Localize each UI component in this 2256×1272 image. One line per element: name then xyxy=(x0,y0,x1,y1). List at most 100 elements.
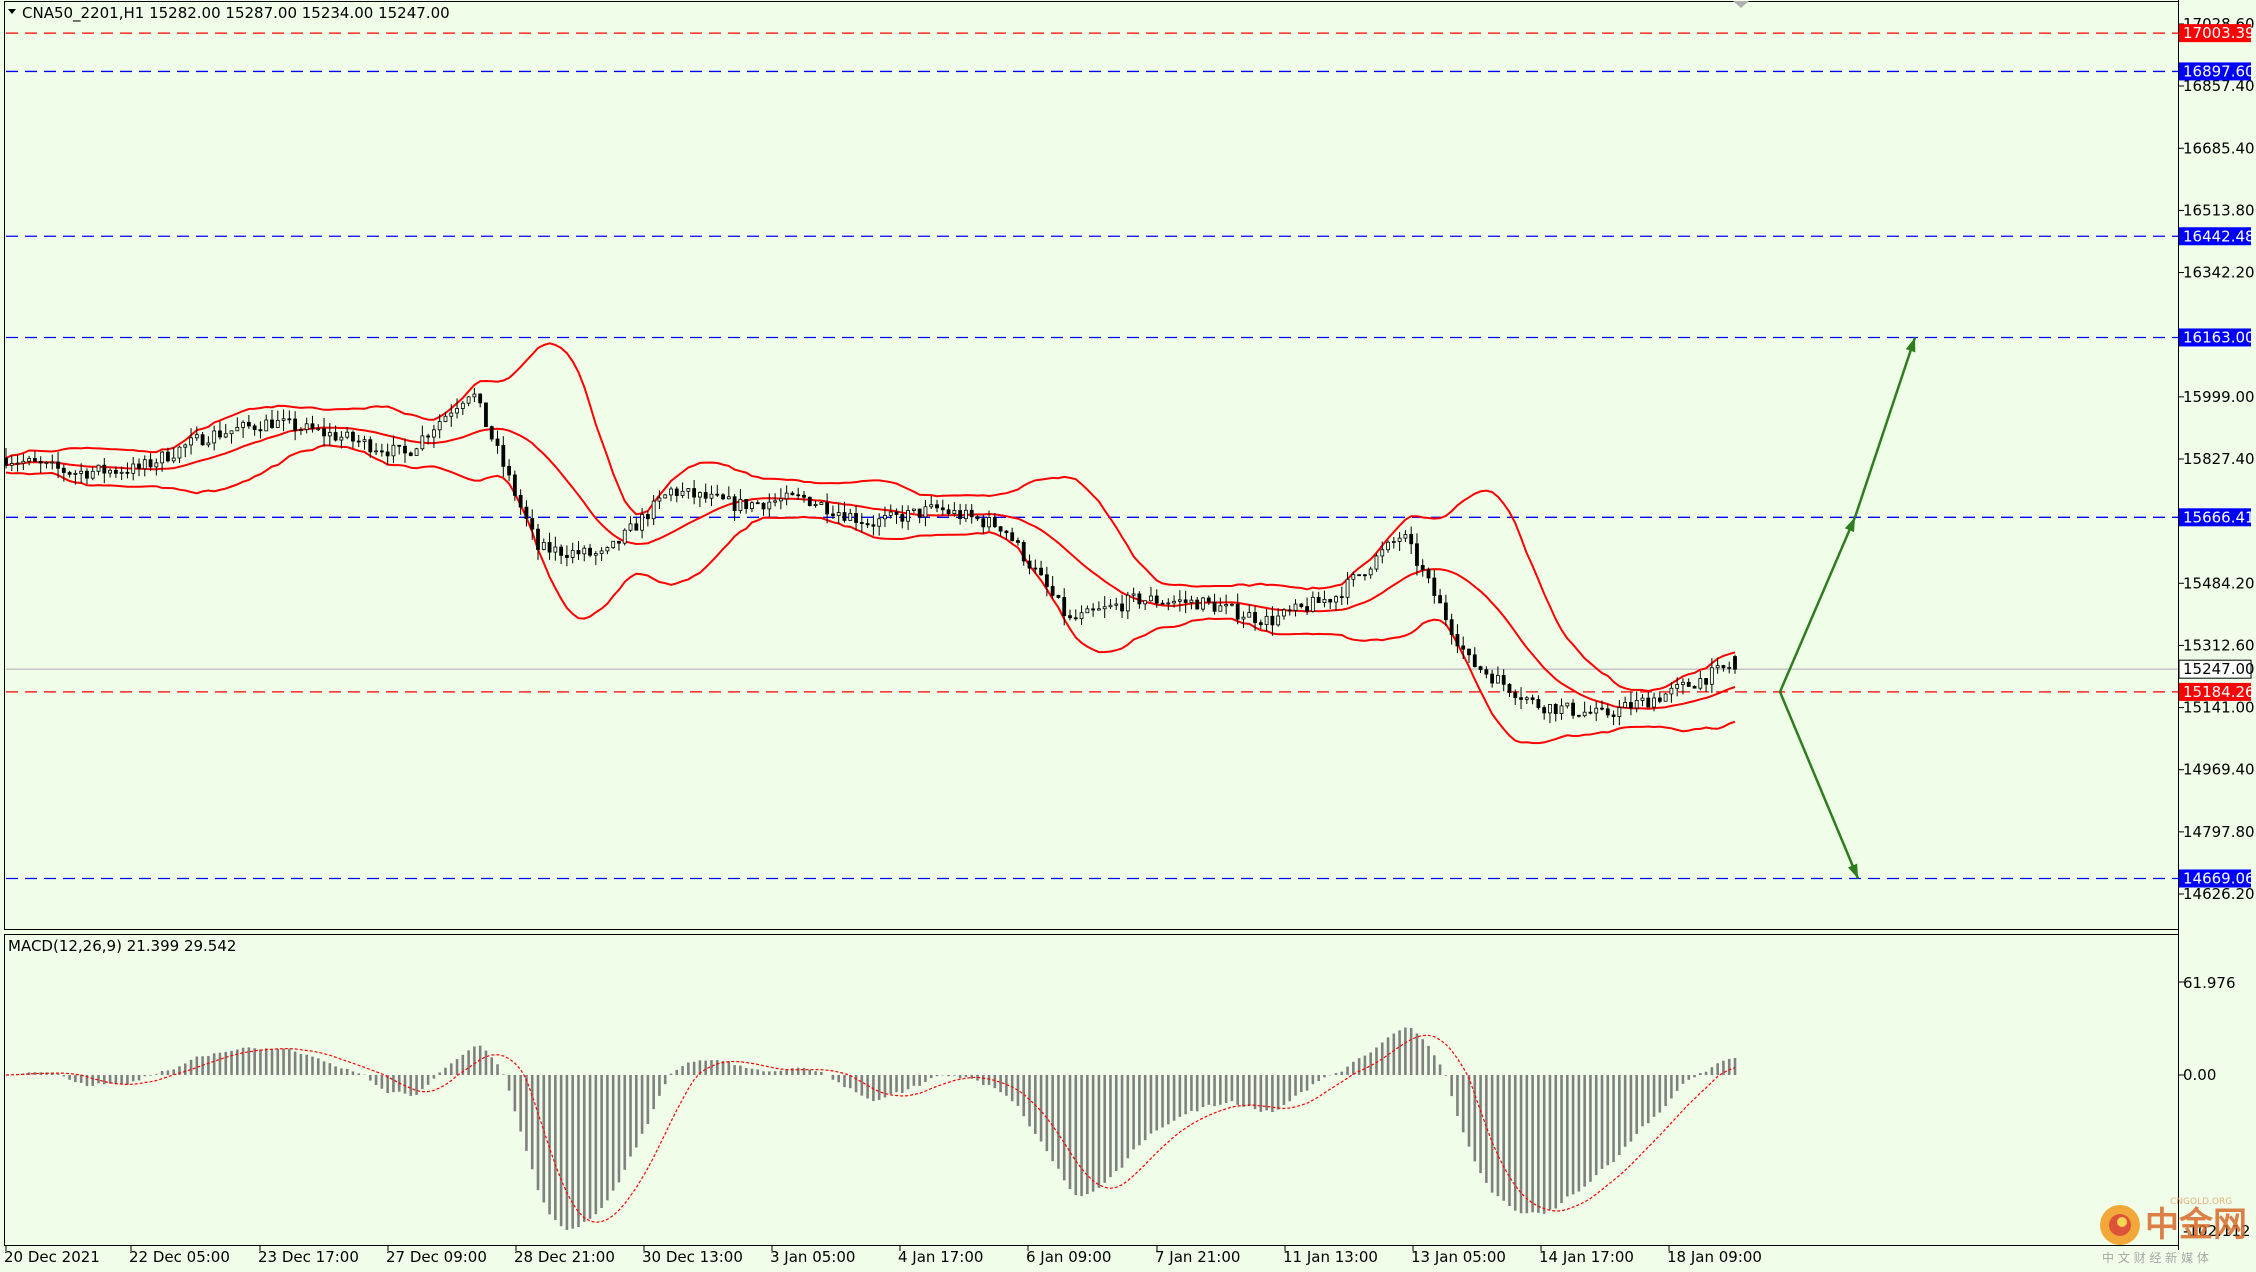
candle xyxy=(50,454,55,470)
candle xyxy=(1611,710,1616,726)
candle xyxy=(992,513,997,529)
candle xyxy=(333,425,338,442)
time-axis-label: 23 Dec 17:00 xyxy=(258,1248,359,1266)
candle xyxy=(796,487,801,500)
candle xyxy=(721,493,725,501)
price-axis-label: 16685.40 xyxy=(2183,139,2255,157)
candle xyxy=(1212,593,1217,615)
candle xyxy=(1542,705,1547,720)
candle xyxy=(507,459,511,482)
candle xyxy=(322,417,326,447)
candle xyxy=(426,433,431,445)
candle xyxy=(1426,567,1431,584)
candle xyxy=(432,424,436,448)
candle xyxy=(1409,526,1414,554)
candle xyxy=(264,414,269,432)
candle xyxy=(1548,704,1552,724)
projection-arrow-up-second[interactable] xyxy=(1853,337,1917,518)
candle xyxy=(351,430,355,449)
candle xyxy=(657,490,662,510)
candle xyxy=(1374,553,1379,572)
projection-arrow-down[interactable] xyxy=(1778,691,1860,879)
candle xyxy=(270,410,274,429)
candle xyxy=(287,410,292,424)
candle xyxy=(1235,593,1240,625)
candle xyxy=(1033,559,1038,574)
candle xyxy=(414,447,419,456)
candle xyxy=(1282,608,1286,620)
candle xyxy=(628,516,633,533)
candle xyxy=(1114,597,1119,610)
candle xyxy=(1160,600,1165,605)
candle xyxy=(883,506,887,528)
candle xyxy=(1652,692,1656,712)
candle xyxy=(831,505,835,519)
time-axis-label: 28 Dec 21:00 xyxy=(514,1248,615,1266)
candle xyxy=(408,451,413,457)
candle xyxy=(345,426,350,440)
candlesticks xyxy=(4,388,1737,726)
candle xyxy=(582,545,587,562)
candle xyxy=(1536,695,1541,710)
candle xyxy=(206,436,211,448)
candle xyxy=(871,515,876,536)
candle xyxy=(1559,698,1564,720)
candle xyxy=(969,504,974,524)
watermark-name: 中金网 xyxy=(2145,1205,2247,1245)
candle xyxy=(1715,657,1720,674)
candle xyxy=(1368,566,1373,579)
shift-marker-icon[interactable] xyxy=(1733,1,1749,8)
candle xyxy=(397,444,402,455)
candle xyxy=(1131,587,1136,602)
candle xyxy=(900,505,905,529)
candle xyxy=(1391,537,1396,549)
candle xyxy=(1472,647,1477,668)
candle xyxy=(813,500,818,508)
candle xyxy=(1351,571,1356,587)
candle xyxy=(1073,609,1078,621)
candle xyxy=(160,450,165,472)
watermark-tagline: 中 文 财 经 新 媒 体 xyxy=(2102,1250,2209,1265)
candle xyxy=(512,470,517,501)
candle xyxy=(1097,601,1101,611)
candle xyxy=(1403,530,1408,543)
candle xyxy=(1016,537,1020,546)
candle xyxy=(1143,600,1148,610)
candle xyxy=(1629,692,1633,716)
projection-arrow-up-first[interactable] xyxy=(1778,516,1857,693)
macd-panel[interactable] xyxy=(5,1027,1737,1230)
candle xyxy=(686,487,691,499)
candle xyxy=(773,493,777,507)
candle xyxy=(952,502,957,517)
candle xyxy=(241,420,245,438)
candle xyxy=(327,423,332,446)
candle xyxy=(1287,605,1292,616)
candle xyxy=(1363,574,1367,581)
level-tag: 16442.48 xyxy=(2179,227,2255,246)
candle xyxy=(1270,606,1275,636)
time-axis-label: 6 Jan 09:00 xyxy=(1026,1248,1111,1266)
candle xyxy=(437,414,442,439)
candle xyxy=(1293,599,1298,617)
candle xyxy=(189,428,193,455)
candle xyxy=(212,425,217,451)
candle xyxy=(709,485,714,507)
svg-text:15247.00: 15247.00 xyxy=(2183,660,2255,678)
candle xyxy=(420,425,425,451)
candle xyxy=(495,430,500,454)
candle xyxy=(975,514,980,522)
symbol-dropdown-icon[interactable] xyxy=(8,9,16,14)
candle xyxy=(275,410,280,428)
candle xyxy=(530,509,535,540)
candle xyxy=(559,544,564,565)
candle xyxy=(1253,605,1257,631)
time-axis-label: 18 Jan 09:00 xyxy=(1667,1248,1762,1266)
macd-histogram xyxy=(10,1027,1737,1230)
candle xyxy=(599,547,604,562)
candle xyxy=(1432,569,1437,604)
candle xyxy=(142,455,147,477)
main-price-panel[interactable] xyxy=(4,32,2179,880)
candle xyxy=(403,438,407,463)
candle xyxy=(38,456,43,473)
